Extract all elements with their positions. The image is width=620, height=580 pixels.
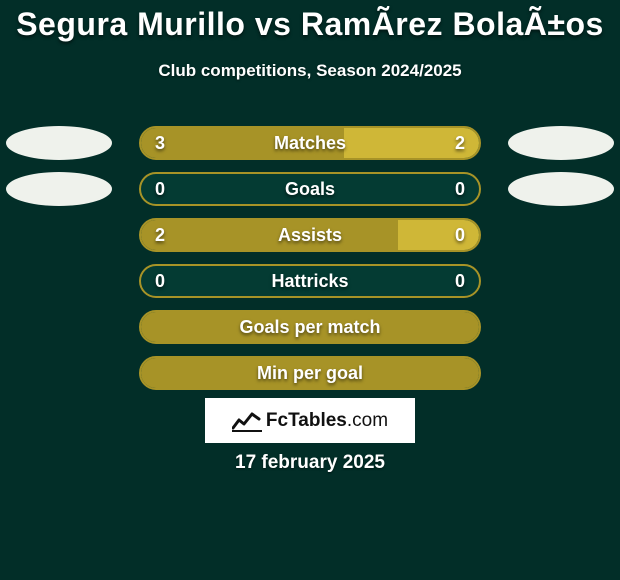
stat-row: Matches32 <box>0 120 620 166</box>
stats-rows: Matches32Goals00Assists20Hattricks00Goal… <box>0 120 620 396</box>
subtitle: Club competitions, Season 2024/2025 <box>0 61 620 81</box>
stat-bar-left <box>141 220 398 250</box>
stat-bar: Matches32 <box>139 126 481 160</box>
logo-text: FcTables.com <box>266 410 388 432</box>
stat-row: Assists20 <box>0 212 620 258</box>
page-title: Segura Murillo vs RamÃ­rez BolaÃ±os <box>0 0 620 43</box>
player2-avatar <box>508 172 614 206</box>
stat-value-left: 0 <box>155 174 165 204</box>
stat-value-left: 0 <box>155 266 165 296</box>
stat-bar-left <box>141 128 344 158</box>
stat-row: Hattricks0 0 <box>0 258 620 304</box>
stat-bar: Hattricks0 0 <box>139 264 481 298</box>
player2-avatar <box>508 126 614 160</box>
stat-value-right: 0 <box>455 266 465 296</box>
stat-bar-right <box>344 128 479 158</box>
stat-row: Goals0 0 <box>0 166 620 212</box>
logo-box: FcTables.com <box>205 398 415 443</box>
stat-bar: Goals0 0 <box>139 172 481 206</box>
stat-bar-left <box>141 312 479 342</box>
infographic-canvas: Segura Murillo vs RamÃ­rez BolaÃ±os Club… <box>0 0 620 580</box>
fctables-icon <box>232 410 262 432</box>
date-text: 17 february 2025 <box>0 452 620 474</box>
stat-bar: Min per goal <box>139 356 481 390</box>
stat-label: Goals <box>141 174 479 204</box>
stat-value-right: 0 <box>455 174 465 204</box>
stat-bar: Assists20 <box>139 218 481 252</box>
logo-text-strong: FcTables <box>266 410 347 431</box>
stat-row: Goals per match <box>0 304 620 350</box>
logo-text-light: .com <box>347 410 388 431</box>
stat-bar: Goals per match <box>139 310 481 344</box>
player1-avatar <box>6 172 112 206</box>
stat-label: Hattricks <box>141 266 479 296</box>
stat-row: Min per goal <box>0 350 620 396</box>
player1-avatar <box>6 126 112 160</box>
stat-bar-right <box>398 220 479 250</box>
stat-bar-left <box>141 358 479 388</box>
